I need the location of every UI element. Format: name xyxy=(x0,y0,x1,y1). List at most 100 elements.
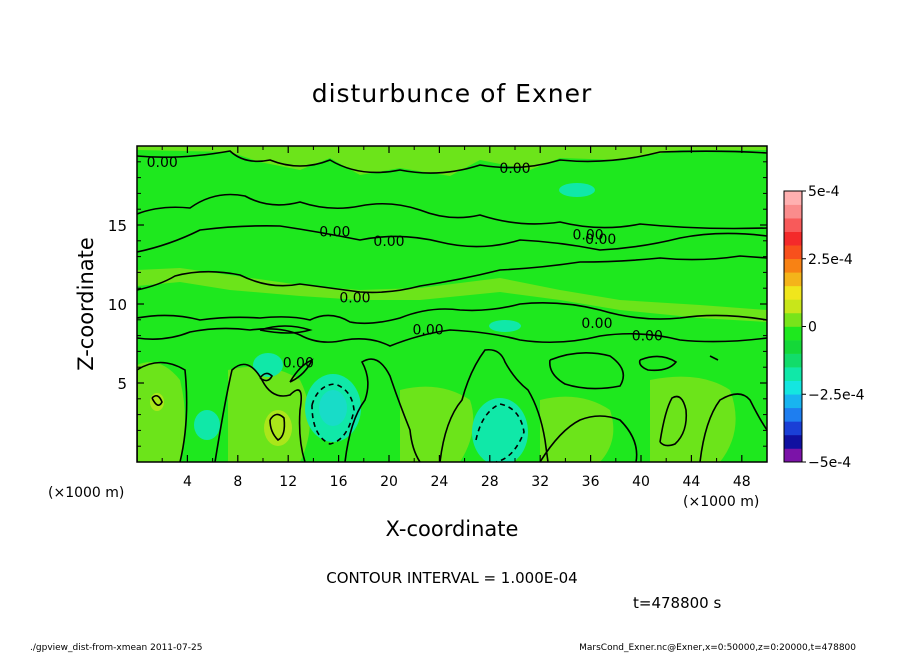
x-tick-label: 44 xyxy=(682,474,700,490)
footer-left: ./gpview_dist-from-xmean 2011-07-25 xyxy=(30,643,202,653)
field-patch-cyan xyxy=(319,390,347,426)
contour-label: 0.00 xyxy=(339,291,370,307)
contour-line xyxy=(659,395,688,447)
contour-line xyxy=(548,352,625,390)
contour-line xyxy=(439,348,549,462)
y-tick-label: 15 xyxy=(108,217,127,235)
chart-title: disturbunce of Exner xyxy=(312,79,593,108)
field-patch-teal xyxy=(472,398,528,462)
field-patch-teal xyxy=(194,410,220,440)
colorbar-swatch xyxy=(784,272,802,287)
y-tick-label: 10 xyxy=(108,296,127,314)
colorbar-swatch xyxy=(784,285,802,300)
colorbar-swatch xyxy=(784,353,802,368)
colorbar-swatch xyxy=(784,380,802,395)
colorbar-tick-label: 0 xyxy=(808,320,817,336)
x-tick-label: 4 xyxy=(183,474,192,490)
contour-line-negative xyxy=(311,383,355,445)
contour-line xyxy=(137,225,767,253)
y-tick-label: 5 xyxy=(117,375,127,393)
field-patch-teal xyxy=(489,320,521,332)
x-tick-label: 40 xyxy=(632,474,650,490)
field-patch-light xyxy=(650,376,736,462)
contour-lines xyxy=(137,150,767,462)
time-stamp: t=478800 s xyxy=(633,594,721,612)
colorbar-swatch xyxy=(784,218,802,232)
field-patch-teal xyxy=(253,353,283,377)
contour-line xyxy=(137,327,767,347)
contour-label: 0.00 xyxy=(412,322,443,338)
contour-label: 0.00 xyxy=(319,224,350,240)
footer-right: MarsCond_Exner.nc@Exner,x=0:50000,z=0:20… xyxy=(579,643,856,653)
field-patches xyxy=(137,146,767,462)
contour-line xyxy=(259,325,313,334)
x-unit-left: (×1000 m) xyxy=(48,485,124,501)
contour-label: 0.00 xyxy=(499,161,530,177)
contour-line xyxy=(344,358,421,462)
field-patch-light xyxy=(400,386,474,462)
contour-line xyxy=(214,363,306,462)
contour-line xyxy=(137,302,767,325)
contour-line-negative xyxy=(475,403,525,462)
colorbar: 5e-4 2.5e-4 0 −2.5e-4 −5e-4 xyxy=(783,184,865,471)
contour-label: 0.00 xyxy=(373,234,404,250)
plot-area: 0.00 0.000.000.00 0.000.000.000.00 0.000.00… xyxy=(108,145,768,490)
colorbar-swatch xyxy=(784,448,802,463)
x-tick-label: 12 xyxy=(279,474,297,490)
colorbar-swatch xyxy=(784,367,802,381)
contour-label: 0.00 xyxy=(147,155,178,171)
x-tick-label: 32 xyxy=(531,474,549,490)
x-unit-right: (×1000 m) xyxy=(683,494,759,510)
field-patch-light xyxy=(137,146,767,176)
field-patch-light xyxy=(137,362,185,462)
y-axis-label: Z-coordinate xyxy=(74,237,98,371)
contour-line xyxy=(259,372,273,382)
colorbar-swatch xyxy=(784,258,802,273)
contour-label: 0.00 xyxy=(632,329,663,345)
field-patch-light xyxy=(540,396,614,462)
contour-line xyxy=(709,355,719,361)
x-tick-label: 24 xyxy=(430,474,448,490)
colorbar-swatch xyxy=(784,421,802,436)
colorbar-swatch xyxy=(784,245,802,260)
contour-label: 0.00 xyxy=(585,232,616,248)
x-tick-label: 36 xyxy=(582,474,600,490)
colorbar-swatch xyxy=(784,231,802,246)
colorbar-swatch xyxy=(784,299,802,314)
colorbar-tick-label: 5e-4 xyxy=(808,184,840,200)
colorbar-tick-label: −2.5e-4 xyxy=(808,387,865,403)
contour-line xyxy=(137,255,767,294)
contour-label: 0.00 xyxy=(581,316,612,332)
contour-label: 0.00 xyxy=(283,355,314,371)
x-tick-label: 28 xyxy=(481,474,499,490)
contour-line xyxy=(137,193,767,230)
field-patch-teal xyxy=(559,183,595,197)
colorbar-swatch xyxy=(784,407,802,422)
x-tick-label: 16 xyxy=(330,474,348,490)
contour-line xyxy=(289,358,314,383)
colorbar-swatch xyxy=(784,340,802,354)
contour-interval-text: CONTOUR INTERVAL = 1.000E-04 xyxy=(326,569,577,587)
colorbar-swatch xyxy=(784,312,802,327)
colorbar-swatch xyxy=(784,326,802,341)
contour-line xyxy=(638,355,678,372)
contour-line xyxy=(269,413,286,441)
contour-line xyxy=(137,361,188,462)
colorbar-tick-label: −5e-4 xyxy=(808,455,851,471)
contour-label: 0.00 xyxy=(572,227,603,243)
x-tick-label: 8 xyxy=(233,474,242,490)
contour-line xyxy=(699,393,767,462)
contour-labels: 0.00 0.000.000.00 0.000.000.000.00 0.000.00… xyxy=(147,155,663,372)
x-tick-label: 48 xyxy=(733,474,751,490)
x-axis-label: X-coordinate xyxy=(386,517,519,541)
colorbar-swatch xyxy=(784,434,802,449)
x-axis: 4 8 12 16 20 24 28 32 36 40 44 48 xyxy=(161,146,751,490)
contour-line xyxy=(151,394,163,406)
colorbar-swatch xyxy=(784,394,802,409)
colorbar-tick-label: 2.5e-4 xyxy=(808,252,853,268)
contour-line xyxy=(539,415,638,462)
contour-line xyxy=(137,150,767,174)
x-tick-label: 20 xyxy=(380,474,398,490)
colorbar-swatch xyxy=(784,191,802,205)
